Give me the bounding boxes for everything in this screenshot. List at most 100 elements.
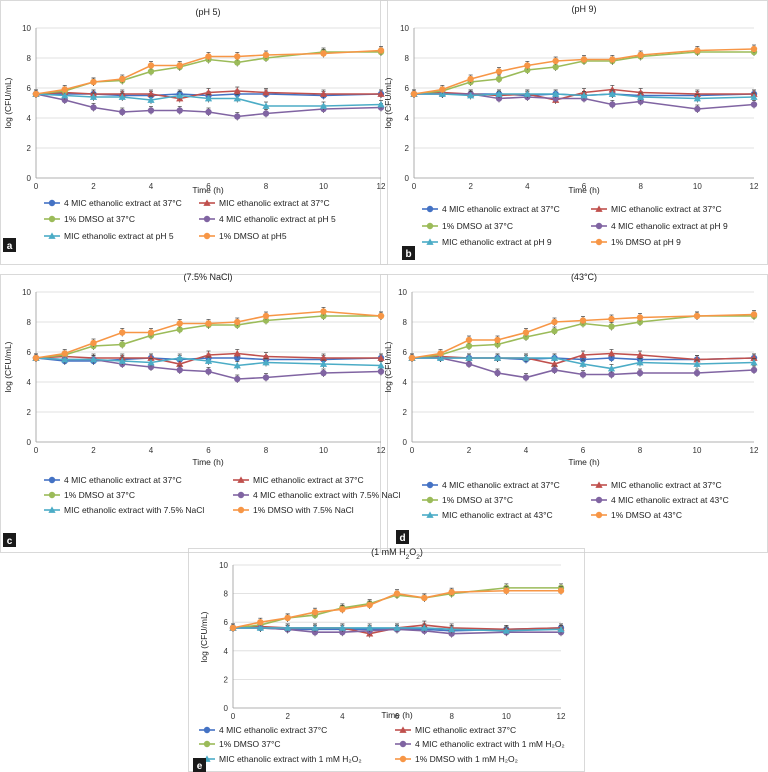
legend-label: 1% DMSO at 43°C: [611, 510, 682, 520]
x-tick-label: 2: [468, 182, 473, 191]
y-tick-label: 8: [224, 590, 229, 599]
data-point: [119, 329, 126, 336]
data-point: [61, 350, 68, 357]
data-point: [262, 88, 270, 96]
data-point: [176, 62, 183, 69]
legend-item: 1% DMSO at 37°C: [422, 221, 513, 231]
legend-swatch-marker: [399, 740, 407, 748]
legend-label: 1% DMSO with 7.5% NaCl: [253, 505, 354, 515]
data-point: [262, 358, 270, 366]
data-point: [284, 614, 291, 622]
data-point: [257, 619, 264, 626]
legend-item: MIC ethanolic extract at pH 5: [44, 231, 174, 241]
legend-swatch-marker: [237, 491, 245, 499]
legend-item: 4 MIC ethanolic extract with 1 mM H₂O₂: [395, 739, 565, 749]
data-point: [494, 369, 501, 377]
chart-title: (43°C): [571, 272, 597, 282]
chart-title: (pH 9): [571, 4, 596, 14]
legend-item: 1% DMSO at 37°C: [44, 214, 135, 224]
data-point: [750, 354, 758, 361]
legend-item: 4 MIC ethanolic extract with 7.5% NaCl: [233, 490, 401, 500]
legend-label: MIC ethanolic extract with 1 mM H₂O₂: [219, 754, 362, 764]
legend-label: 4 MIC ethanolic extract at 37°C: [442, 204, 560, 214]
data-point: [176, 320, 183, 327]
x-tick-label: 8: [264, 182, 269, 191]
y-tick-label: 0: [27, 438, 32, 447]
series-5: [32, 89, 385, 110]
y-tick-label: 2: [224, 675, 229, 684]
y-tick-label: 2: [27, 144, 32, 153]
y-axis-label: log (CFU/mL): [3, 77, 13, 128]
data-point: [551, 366, 558, 374]
data-point: [366, 601, 373, 609]
data-point: [436, 354, 445, 361]
data-point: [693, 94, 701, 102]
legend-label: MIC ethanolic extract 37°C: [415, 725, 516, 735]
y-tick-label: 6: [403, 348, 408, 357]
data-point: [118, 93, 126, 100]
y-tick-label: 4: [224, 647, 229, 656]
y-axis-label: log (CFU/mL): [383, 77, 393, 128]
data-point: [393, 624, 401, 631]
data-point: [119, 75, 126, 83]
y-tick-label: 10: [398, 288, 407, 297]
x-tick-label: 4: [340, 712, 345, 721]
chart-panel-c: (7.5% NaCl) 0 2 4 6 8 10 0 2 4 6 8 10 12 Time (h) log (…: [3, 272, 401, 547]
data-point: [205, 368, 212, 375]
legend-item: 4 MIC ethanolic extract at 37°C: [422, 480, 560, 490]
x-tick-label: 6: [582, 182, 587, 191]
data-point: [607, 349, 616, 357]
data-point: [204, 88, 213, 96]
data-point: [229, 624, 237, 632]
data-point: [495, 68, 503, 75]
data-point: [694, 105, 701, 113]
data-point: [205, 108, 212, 116]
data-point: [608, 323, 615, 330]
data-point: [579, 371, 587, 378]
data-point: [147, 363, 155, 371]
series-6: [229, 586, 565, 632]
y-tick-label: 4: [27, 114, 32, 123]
legend-swatch-marker: [203, 199, 211, 206]
data-point: [636, 358, 644, 366]
x-tick-label: 10: [502, 712, 511, 721]
data-point: [448, 588, 455, 596]
x-tick-label: 4: [525, 182, 530, 191]
panel-label-text: b: [405, 249, 411, 260]
panel-label-box: [193, 758, 206, 772]
x-axis-label: Time (h): [381, 710, 412, 720]
data-point: [147, 358, 155, 366]
y-tick-label: 6: [27, 348, 32, 357]
x-tick-label: 12: [750, 182, 759, 191]
data-point: [750, 311, 758, 318]
legend-label: 4 MIC ethanolic extract with 1 mM H₂O₂: [415, 739, 565, 749]
data-point: [61, 355, 69, 363]
data-point: [176, 91, 184, 99]
data-point: [262, 317, 270, 324]
panel-label-text: c: [7, 536, 13, 547]
legend-swatch-marker: [203, 215, 211, 223]
x-axis-label: Time (h): [568, 185, 599, 195]
data-point: [233, 361, 241, 369]
y-tick-label: 8: [405, 54, 410, 63]
data-point: [557, 625, 565, 633]
legend-item: MIC ethanolic extract at 37°C: [591, 480, 722, 490]
data-point: [636, 369, 644, 377]
x-tick-label: 4: [149, 182, 154, 191]
data-point: [552, 90, 560, 97]
data-point: [262, 51, 270, 59]
legend-label: 4 MIC ethanolic extract at 37°C: [64, 475, 182, 485]
data-point: [176, 326, 183, 333]
legend-label: 4 MIC ethanolic extract at 43°C: [611, 495, 729, 505]
legend-label: 4 MIC ethanolic extract with 7.5% NaCl: [253, 490, 401, 500]
legend-swatch-marker: [203, 232, 211, 240]
data-point: [176, 354, 184, 361]
data-point: [495, 90, 503, 97]
data-point: [693, 355, 701, 363]
data-point: [524, 66, 531, 74]
legend-label: 1% DMSO at pH5: [219, 231, 287, 241]
data-point: [147, 68, 155, 75]
chart-panel-a: (pH 5) 0 2 4 6 8 10 0 2 4 6 8 10 12 Time (h) log (CFU/m…: [3, 7, 386, 252]
data-point: [205, 320, 212, 327]
